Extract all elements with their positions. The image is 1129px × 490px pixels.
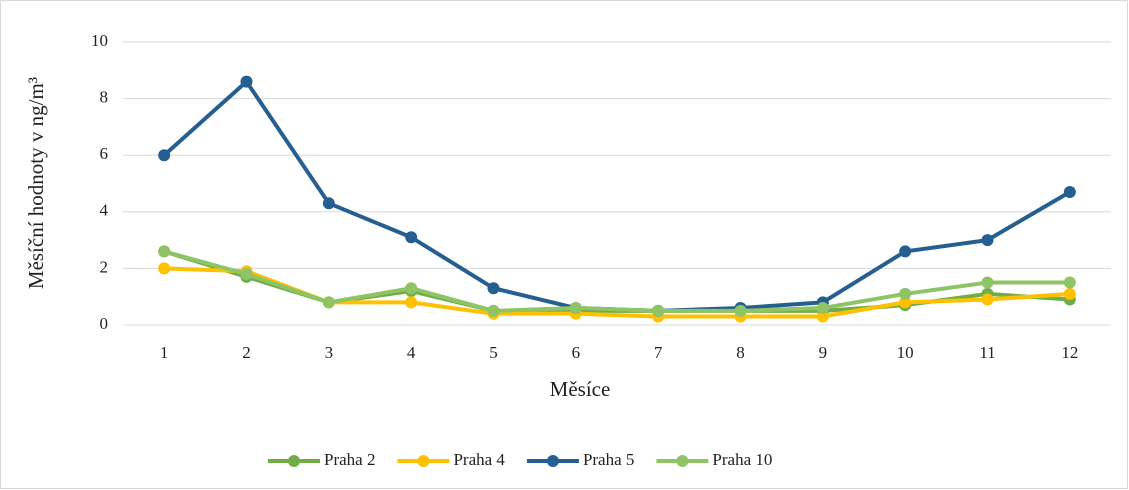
legend-label: Praha 10	[712, 450, 772, 469]
x-tick-label: 4	[407, 343, 416, 362]
x-tick-label: 6	[572, 343, 581, 362]
legend-marker	[288, 455, 300, 467]
x-axis-title: Měsíce	[550, 377, 611, 401]
data-point	[734, 304, 747, 317]
data-point	[240, 75, 253, 88]
data-point	[487, 304, 500, 317]
x-tick-label: 10	[897, 343, 914, 362]
y-tick-label: 2	[100, 257, 109, 276]
data-point	[158, 149, 171, 162]
data-point	[158, 245, 171, 258]
x-tick-label: 2	[242, 343, 251, 362]
data-point	[981, 276, 994, 289]
y-axis-title: Měsíční hodnoty v ng/m³	[24, 77, 48, 289]
data-point	[487, 282, 500, 295]
data-point	[816, 302, 829, 315]
legend-marker	[676, 455, 689, 467]
data-point	[322, 296, 335, 309]
data-point	[405, 296, 418, 309]
data-point	[981, 234, 994, 247]
x-tick-label: 3	[325, 343, 334, 362]
x-tick-label: 1	[160, 343, 169, 362]
y-tick-label: 6	[100, 144, 109, 163]
legend-label: Praha 2	[324, 450, 375, 469]
legend-marker	[417, 455, 430, 467]
data-point	[240, 268, 253, 281]
data-point	[405, 282, 418, 295]
series-line	[163, 249, 1070, 313]
y-tick-label: 0	[100, 314, 109, 333]
data-point	[1063, 287, 1076, 300]
data-point	[1063, 185, 1076, 198]
data-point	[405, 231, 418, 244]
data-point	[652, 304, 665, 317]
data-point	[981, 293, 994, 306]
x-tick-label: 5	[489, 343, 498, 362]
data-point	[569, 302, 582, 315]
data-point	[899, 245, 912, 258]
legend-label: Praha 4	[453, 450, 505, 469]
legend-label: Praha 5	[583, 450, 634, 469]
x-tick-label: 7	[654, 343, 663, 362]
y-tick-label: 4	[100, 201, 109, 220]
data-point	[158, 262, 171, 275]
data-point	[1063, 276, 1076, 289]
x-tick-label: 8	[736, 343, 745, 362]
legend-marker	[546, 455, 559, 467]
data-point	[899, 296, 912, 309]
data-point	[899, 287, 912, 300]
data-point	[322, 197, 335, 210]
x-tick-label: 11	[979, 343, 995, 362]
x-tick-label: 9	[819, 343, 828, 362]
data-point	[816, 310, 829, 323]
x-tick-label: 12	[1061, 343, 1078, 362]
y-tick-label: 10	[91, 31, 108, 50]
y-tick-label: 8	[100, 88, 109, 107]
